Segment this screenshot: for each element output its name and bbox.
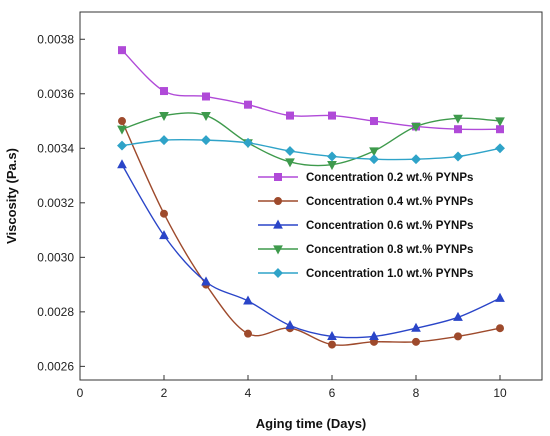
data-point [327,161,337,171]
legend-marker [273,196,282,205]
y-tick-label: 0.0030 [37,250,74,264]
series-5 [117,135,505,165]
series-1 [118,46,504,134]
data-point [369,117,378,126]
data-point [327,340,336,349]
legend-marker [273,268,283,278]
data-point [369,154,379,165]
data-point [201,276,211,286]
x-tick-label: 4 [245,386,252,400]
data-point [453,151,463,162]
legend-label: Concentration 0.4 wt.% PYNPs [306,196,473,208]
legend-label: Concentration 0.2 wt.% PYNPs [306,172,473,184]
data-point [118,46,127,55]
legend-marker [273,219,283,229]
data-point [453,332,462,341]
series-line [121,164,501,339]
x-tick-label: 10 [493,386,507,400]
data-point [327,151,337,162]
series-layer [117,46,505,349]
y-tick-label: 0.0034 [37,141,74,155]
data-point [118,117,127,126]
data-point [243,100,252,109]
x-tick-label: 2 [161,386,168,400]
y-tick-label: 0.0036 [37,87,74,101]
legend-item: Concentration 0.2 wt.% PYNPs [258,172,473,184]
data-point [159,230,169,240]
data-point [285,111,294,120]
data-point [327,111,336,120]
legend-item: Concentration 1.0 wt.% PYNPs [258,268,473,280]
data-point [159,87,168,96]
data-point [453,311,463,321]
legend-item: Concentration 0.4 wt.% PYNPs [258,196,473,208]
legend-marker [273,245,283,255]
data-point [243,329,252,338]
data-point [159,209,168,218]
data-point [285,158,295,168]
y-tick-label: 0.0026 [37,359,74,373]
data-point [411,337,420,346]
data-point [495,125,504,134]
data-point [201,135,211,146]
legend-label: Concentration 1.0 wt.% PYNPs [306,268,473,280]
y-tick-label: 0.0038 [37,32,74,46]
plot-area-frame [79,11,543,381]
y-tick-label: 0.0028 [37,305,74,319]
data-point [411,122,421,132]
data-point [243,137,253,148]
series-4 [117,111,505,171]
data-point [159,111,169,122]
series-3 [117,159,505,340]
series-2 [118,117,504,349]
data-point [495,324,504,333]
data-point [495,292,505,302]
legend-marker [273,172,282,181]
data-point [201,111,211,122]
data-point [117,125,127,135]
data-point [369,147,379,157]
data-point [411,154,421,165]
axis-layer: 0 2 4 6 8 10 0.0026 0.0028 0.0030 0.0032 0.0034 0.0… [37,32,507,400]
y-tick-label: 0.0032 [37,196,74,210]
data-point [453,114,463,124]
legend: Concentration 0.2 wt.% PYNPs Concentratio… [258,172,473,280]
x-tick-label: 6 [329,386,336,400]
legend-item: Concentration 0.6 wt.% PYNPs [258,219,473,232]
data-point [201,92,210,101]
data-point [411,322,421,332]
data-point [369,330,379,340]
legend-label: Concentration 0.8 wt.% PYNPs [306,244,473,256]
data-point [495,117,505,127]
data-point [285,146,295,156]
series-line [121,49,501,131]
data-point [495,143,505,154]
data-point [453,125,462,134]
data-point [327,330,337,340]
x-axis-title: Aging time (Days) [256,416,367,431]
data-point [117,159,127,169]
series-line [121,138,501,161]
x-tick-label: 8 [413,386,420,400]
series-line [121,112,501,167]
data-point [243,295,253,305]
data-point [117,140,127,151]
legend-label: Concentration 0.6 wt.% PYNPs [306,220,473,232]
y-axis-title: Viscosity (Pa.s) [4,148,19,244]
x-tick-label: 0 [77,386,84,400]
data-point [285,320,295,330]
series-line [121,120,501,346]
legend-item: Concentration 0.8 wt.% PYNPs [258,244,473,256]
data-point [159,135,169,146]
